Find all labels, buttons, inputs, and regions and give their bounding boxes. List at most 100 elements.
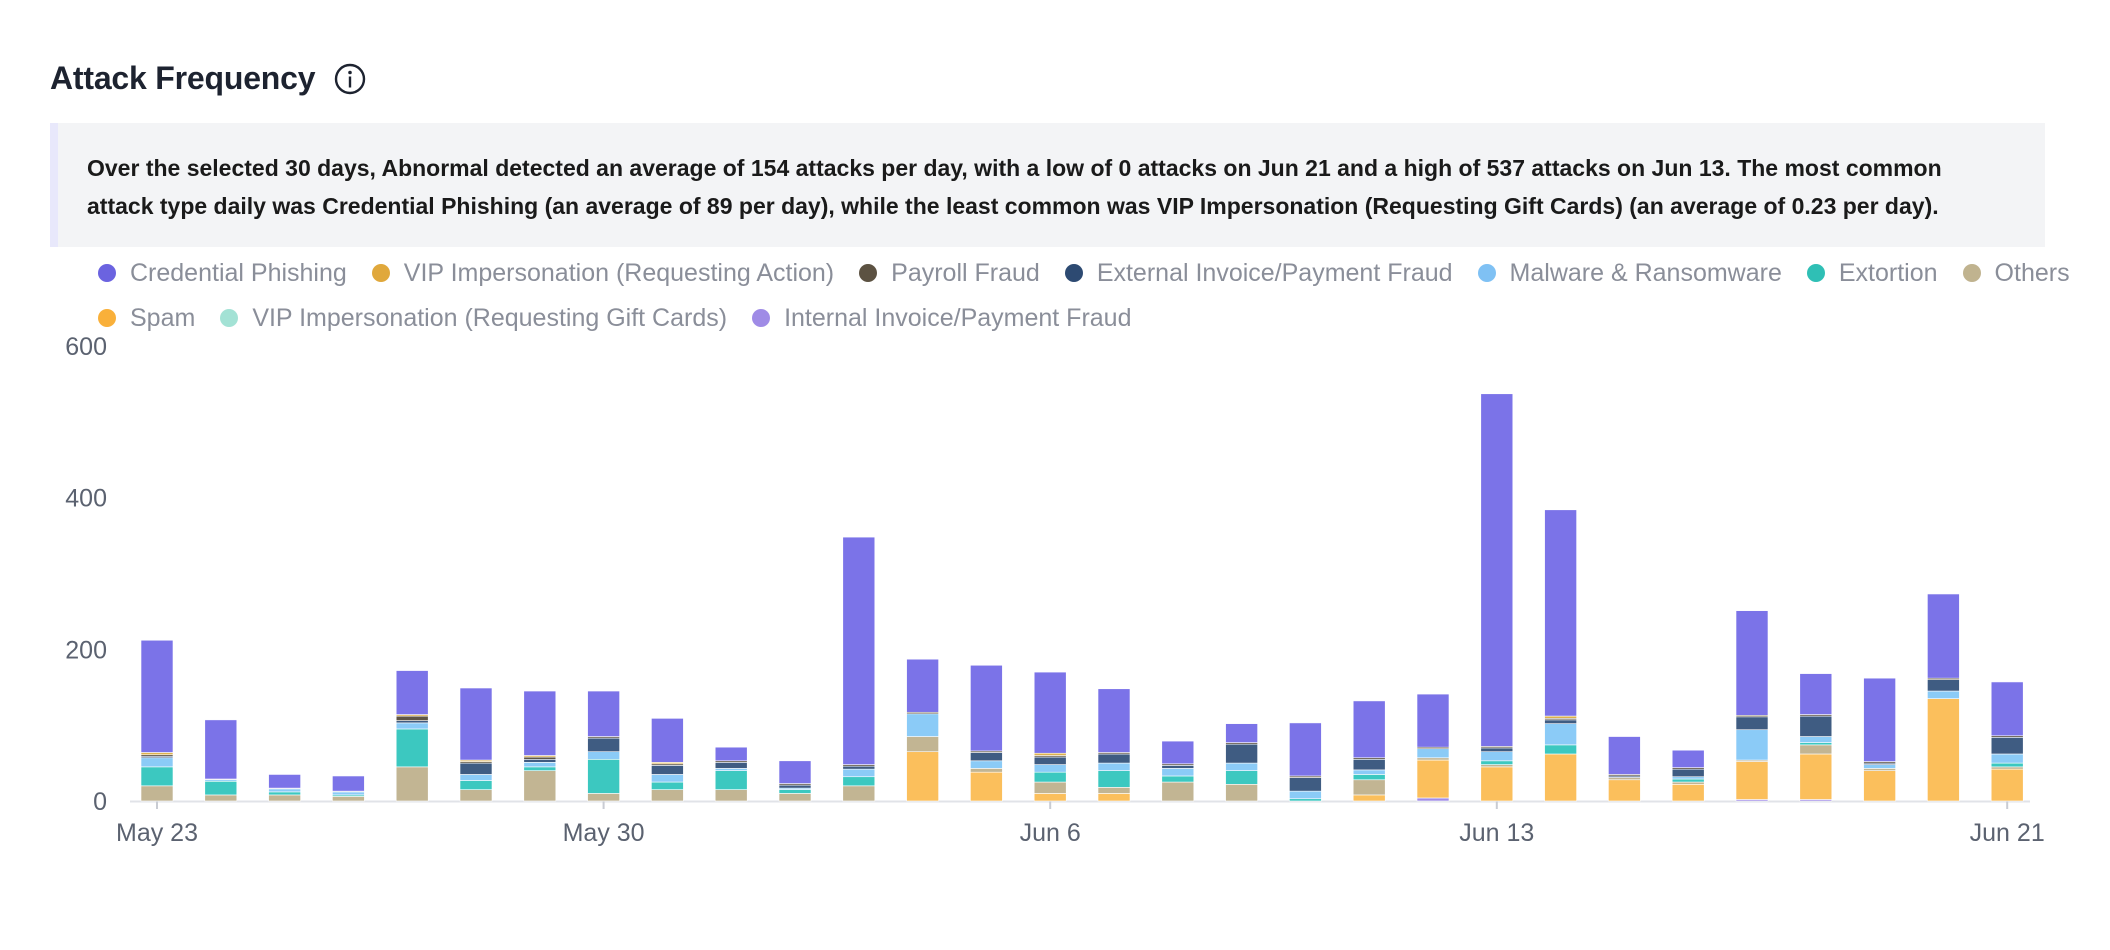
bar-segment[interactable] — [906, 658, 939, 713]
bar-segment[interactable] — [1990, 766, 2024, 770]
bar-segment[interactable] — [1608, 777, 1641, 781]
bar-segment[interactable] — [459, 789, 493, 802]
bar-segment[interactable] — [395, 670, 429, 715]
info-circle-icon[interactable] — [333, 62, 367, 96]
bar-stack[interactable] — [1863, 677, 1896, 802]
bar-segment[interactable] — [1671, 776, 1705, 780]
bar-segment[interactable] — [1990, 768, 2024, 802]
bar-segment[interactable] — [778, 784, 812, 789]
bar-stack[interactable] — [268, 774, 301, 802]
bar-segment[interactable] — [587, 737, 620, 753]
bar-segment[interactable] — [1416, 759, 1450, 799]
bar-segment[interactable] — [1608, 736, 1641, 775]
bar-segment[interactable] — [204, 794, 238, 802]
bar-segment[interactable] — [1225, 770, 1258, 785]
bar-segment[interactable] — [1480, 760, 1514, 765]
bar-segment[interactable] — [651, 718, 684, 763]
bar-segment[interactable] — [523, 770, 557, 802]
bar-segment[interactable] — [268, 788, 301, 793]
bar-segment[interactable] — [523, 762, 557, 768]
bar-segment[interactable] — [651, 789, 684, 802]
legend-item[interactable]: VIP Impersonation (Requesting Action) — [371, 255, 834, 291]
bar-segment[interactable] — [1352, 794, 1386, 802]
bar-segment[interactable] — [842, 776, 876, 787]
bar-segment[interactable] — [906, 751, 939, 802]
bar-stack[interactable] — [1289, 722, 1322, 802]
bar-segment[interactable] — [1863, 677, 1896, 762]
bar-segment[interactable] — [1161, 781, 1195, 802]
bar-stack[interactable] — [1927, 593, 1960, 802]
bar-segment[interactable] — [1161, 768, 1195, 777]
bar-segment[interactable] — [1480, 764, 1514, 768]
bar-segment[interactable] — [1225, 784, 1258, 802]
bar-segment[interactable] — [587, 751, 620, 760]
bar-segment[interactable] — [1927, 698, 1960, 802]
bar-segment[interactable] — [1735, 716, 1769, 731]
bar-segment[interactable] — [970, 752, 1003, 762]
bar-stack[interactable] — [1352, 700, 1386, 802]
bar-segment[interactable] — [1416, 797, 1450, 802]
legend-item[interactable]: Spam — [98, 300, 195, 336]
bar-stack[interactable] — [140, 639, 174, 802]
bar-segment[interactable] — [1863, 768, 1896, 771]
bar-stack[interactable] — [1671, 749, 1705, 802]
bar-segment[interactable] — [778, 789, 812, 794]
bar-segment[interactable] — [1033, 793, 1067, 802]
bar-segment[interactable] — [842, 785, 876, 802]
legend-item[interactable]: Malware & Ransomware — [1477, 255, 1782, 291]
bar-segment[interactable] — [1671, 778, 1705, 783]
bar-stack[interactable] — [1033, 671, 1067, 802]
bar-segment[interactable] — [1671, 781, 1705, 785]
bar-segment[interactable] — [714, 789, 748, 802]
bar-segment[interactable] — [268, 774, 301, 789]
bar-segment[interactable] — [906, 736, 939, 753]
bar-segment[interactable] — [1097, 770, 1131, 788]
bar-segment[interactable] — [1352, 758, 1386, 771]
bar-segment[interactable] — [1544, 509, 1577, 717]
bar-segment[interactable] — [1671, 784, 1705, 802]
bar-segment[interactable] — [587, 758, 620, 794]
bar-segment[interactable] — [1671, 749, 1705, 768]
bar-segment[interactable] — [1289, 790, 1322, 800]
bar-segment[interactable] — [1544, 723, 1577, 746]
bar-segment[interactable] — [204, 780, 238, 796]
bar-segment[interactable] — [1097, 787, 1131, 794]
bar-segment[interactable] — [268, 791, 301, 796]
bar-segment[interactable] — [1608, 779, 1641, 802]
bar-segment[interactable] — [395, 720, 429, 724]
bar-segment[interactable] — [1735, 729, 1769, 761]
bar-segment[interactable] — [1097, 753, 1131, 764]
bar-segment[interactable] — [1033, 752, 1067, 756]
bar-segment[interactable] — [1033, 671, 1067, 754]
bar-segment[interactable] — [1225, 762, 1258, 771]
bar-segment[interactable] — [842, 768, 876, 778]
bar-segment[interactable] — [778, 793, 812, 802]
bar-segment[interactable] — [459, 774, 493, 781]
bar-segment[interactable] — [140, 639, 174, 753]
bar-segment[interactable] — [1799, 736, 1833, 743]
bar-segment[interactable] — [140, 766, 174, 787]
bar-segment[interactable] — [332, 791, 365, 796]
bar-segment[interactable] — [1033, 764, 1067, 773]
bar-stack[interactable] — [1416, 693, 1450, 802]
bar-segment[interactable] — [587, 690, 620, 737]
bar-segment[interactable] — [1990, 736, 2024, 755]
bar-segment[interactable] — [1289, 722, 1322, 777]
bar-segment[interactable] — [1033, 756, 1067, 765]
bar-stack[interactable] — [395, 670, 429, 802]
legend-item[interactable]: Payroll Fraud — [859, 255, 1040, 291]
bar-segment[interactable] — [523, 690, 557, 756]
bar-segment[interactable] — [1416, 693, 1450, 748]
bar-segment[interactable] — [1352, 769, 1386, 775]
bar-stack[interactable] — [523, 690, 557, 802]
legend-item[interactable]: Extortion — [1806, 255, 1938, 291]
bar-segment[interactable] — [1990, 753, 2024, 764]
bar-segment[interactable] — [332, 796, 365, 802]
bar-segment[interactable] — [140, 785, 174, 802]
bar-segment[interactable] — [140, 752, 174, 756]
bar-segment[interactable] — [459, 762, 493, 775]
bar-stack[interactable] — [651, 718, 684, 802]
bar-segment[interactable] — [842, 765, 876, 770]
bar-segment[interactable] — [1544, 744, 1577, 755]
bar-segment[interactable] — [1863, 764, 1896, 769]
